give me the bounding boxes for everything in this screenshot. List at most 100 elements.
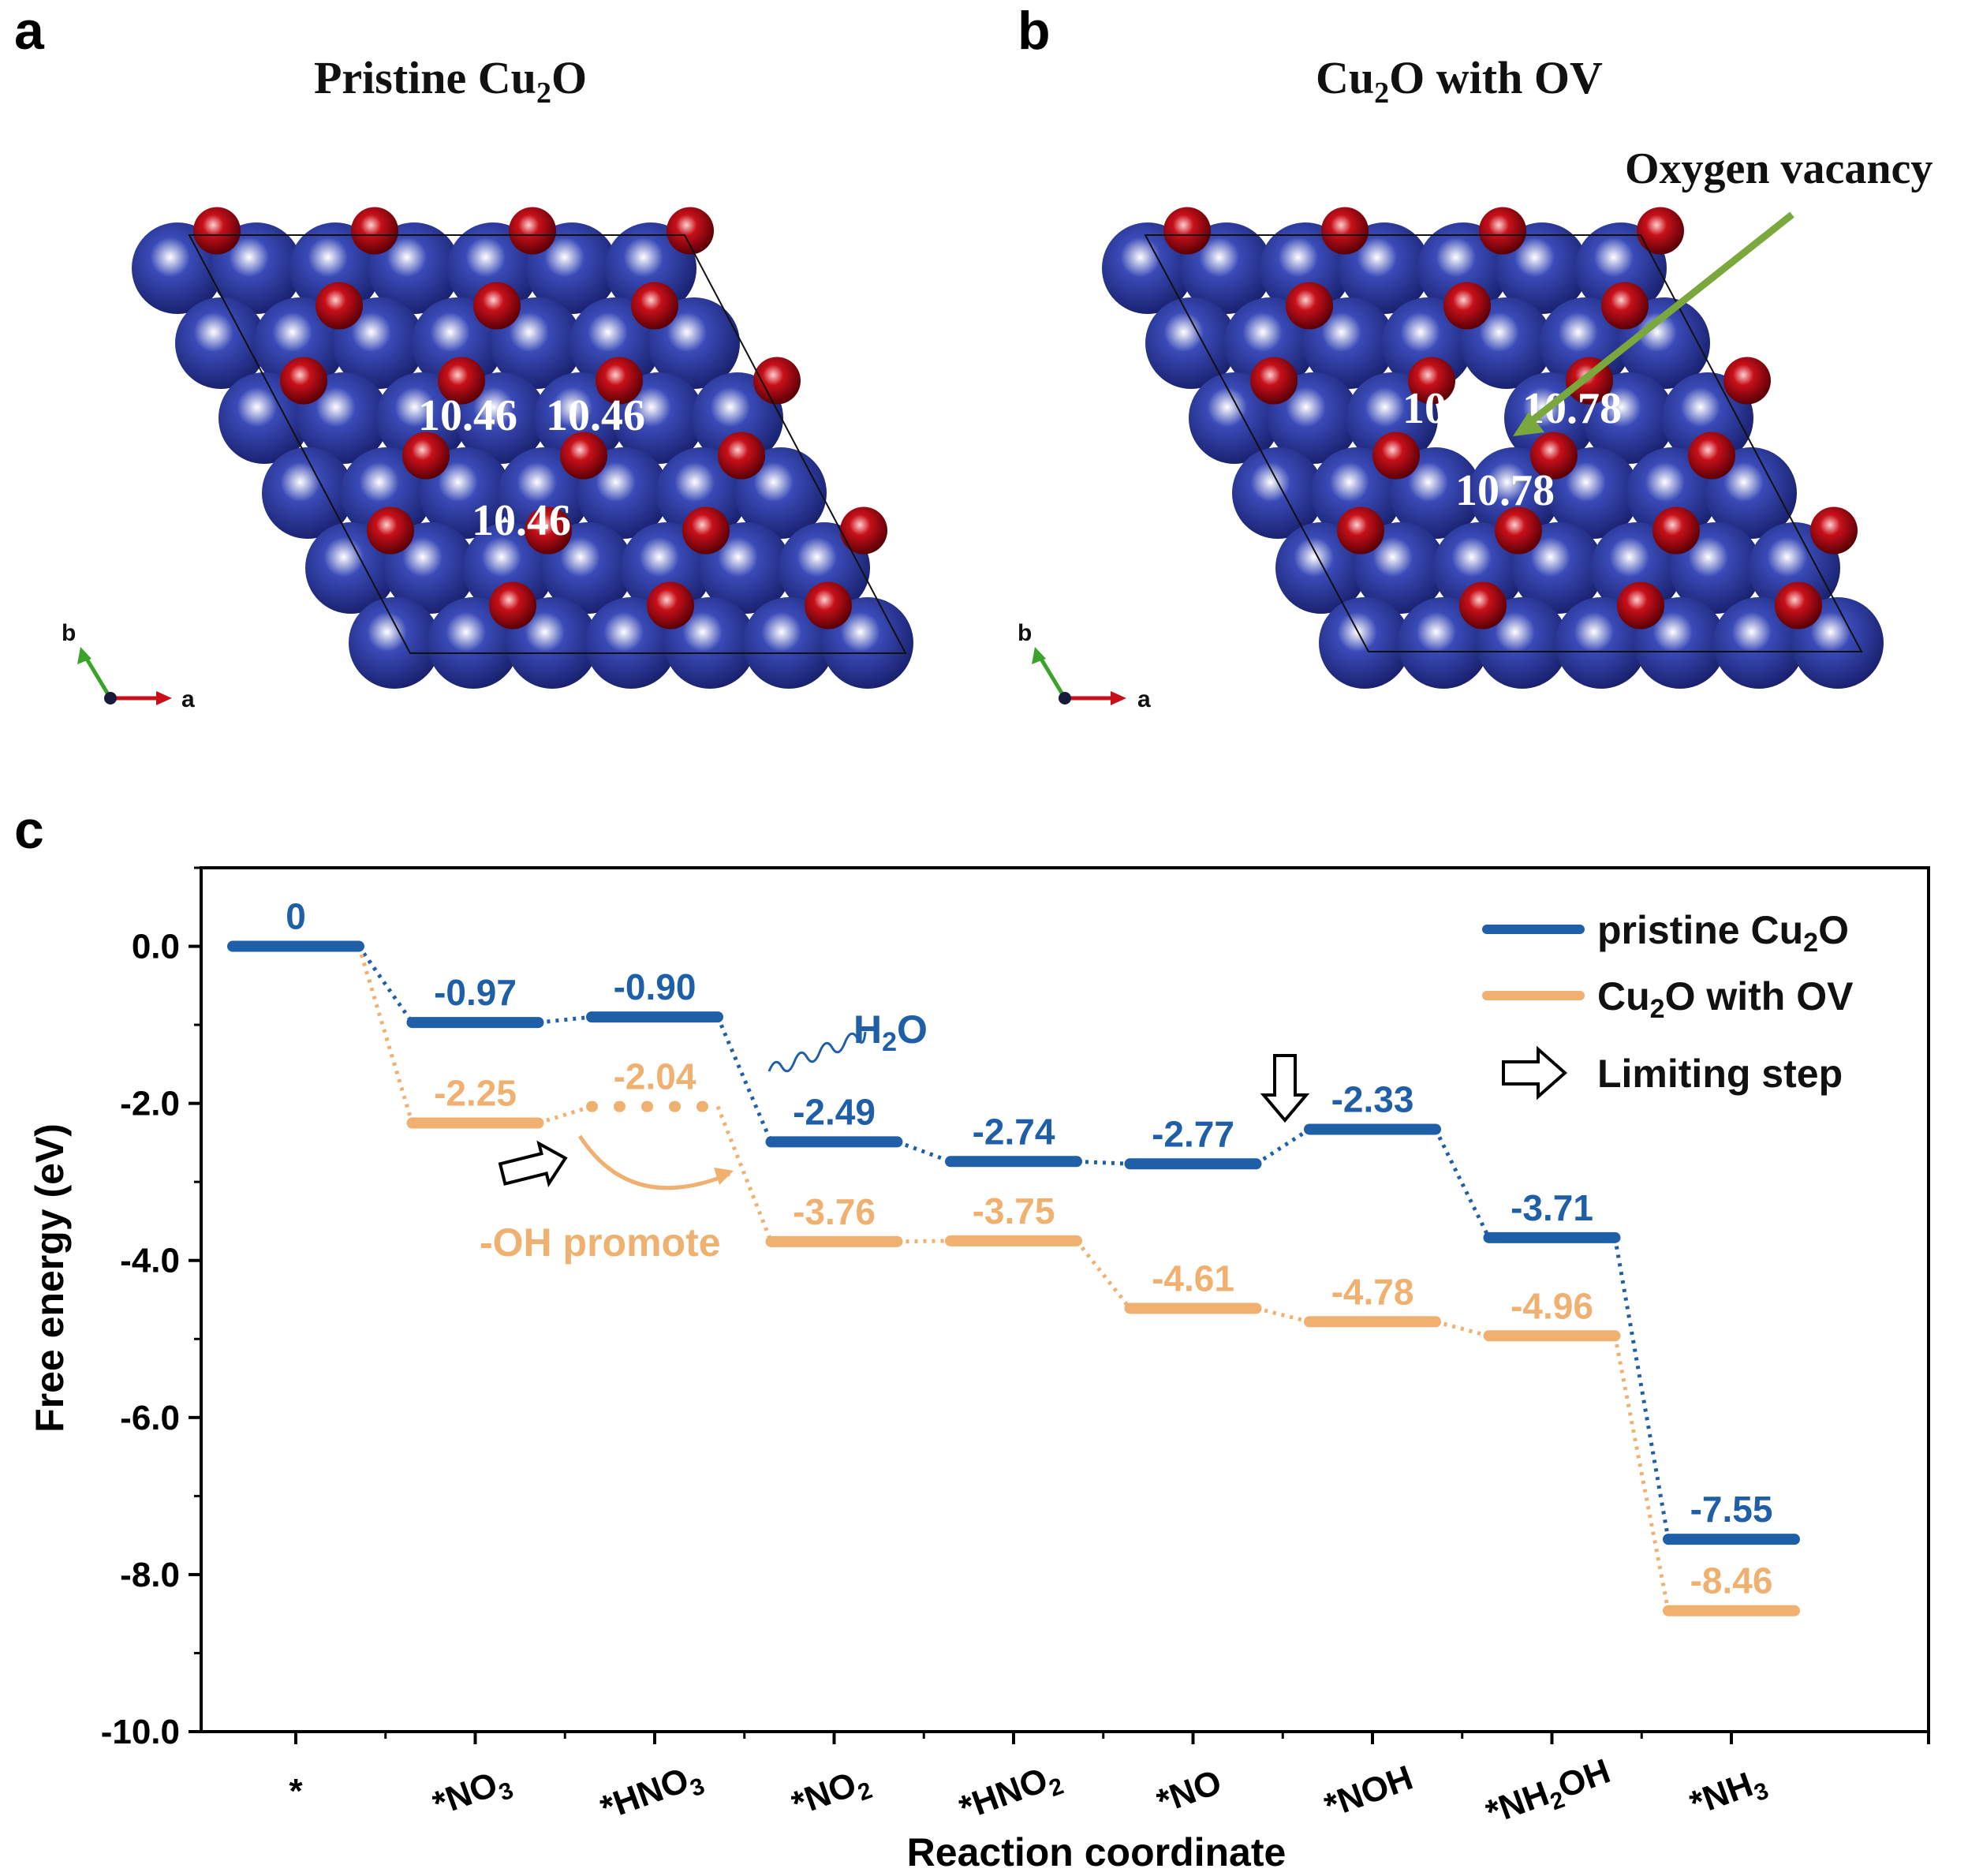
ov-connector [1255, 1306, 1310, 1324]
panel-b-title: Cu2O with OV [1316, 52, 1603, 110]
pristine-cu-atom [262, 447, 353, 539]
site-label-a-2: 10.46 [546, 391, 645, 440]
ov-value-label: -3.75 [973, 1190, 1055, 1231]
pristine-o-atom [805, 581, 852, 630]
legend-limiting-arrow [1502, 1045, 1568, 1101]
oh-promote-annotation: -OH promote [480, 1134, 734, 1265]
pristine-value-label: -0.97 [434, 972, 517, 1013]
ov-cu-atom [1232, 447, 1324, 539]
ov-o-atom [1321, 207, 1369, 255]
pristine-o-atom [667, 207, 714, 255]
pristine-o-atom [367, 506, 414, 555]
legend-limiting: Limiting step [1597, 1052, 1843, 1096]
ov-cu-atom [1145, 297, 1237, 389]
pristine-o-atom [840, 506, 887, 555]
ov-o-atom [1652, 506, 1700, 555]
unit-cell-a [188, 234, 907, 654]
ov-o-atom [1372, 432, 1420, 480]
y-axis-title: Free energy (eV) [28, 1123, 72, 1433]
ov-o-atom [1337, 506, 1384, 555]
ov-o-atom [1286, 282, 1333, 330]
ov-structure [1102, 207, 1884, 689]
water-label: H2O [853, 1007, 928, 1057]
x-axis: * *NO3 *HNO3 *NO2 *HNO2 *NO *NOH *NH2OH *NH3 [289, 1732, 1930, 1837]
pristine-connector [538, 1015, 592, 1025]
legend-ov: Cu2O with OV [1597, 974, 1854, 1024]
x-category-label: *HNO3 [596, 1756, 708, 1833]
site-label-a-3: 10.46 [472, 496, 571, 545]
ov-connector [357, 945, 414, 1124]
y-tick-label: -10.0 [101, 1713, 180, 1751]
pristine-o-atom [596, 357, 643, 405]
pristine-connector [1255, 1127, 1311, 1166]
oxygen-vacancy-callout: Oxygen vacancy [1625, 144, 1933, 193]
ov-connector [1075, 1239, 1132, 1310]
x-axis-title: Reaction coordinate [907, 1830, 1286, 1874]
pristine-connector [1433, 1128, 1491, 1239]
pristine-cu-atom [349, 597, 440, 689]
panel-letter-c: c [14, 800, 44, 860]
svg-text:a: a [1137, 686, 1151, 712]
pristine-o-atom [351, 207, 398, 255]
ov-o-atom [1408, 357, 1455, 405]
ov-value-label: -4.96 [1511, 1285, 1593, 1326]
pristine-o-atom [682, 506, 730, 555]
pristine-value-label: -2.33 [1331, 1078, 1414, 1119]
oh-promote-label: -OH promote [480, 1220, 721, 1265]
ov-o-atom [1688, 432, 1735, 480]
axis-indicator-a: b a [62, 620, 195, 712]
ov-value-label: -2.25 [434, 1073, 517, 1114]
limiting-step-arrow-pristine [1260, 1054, 1310, 1123]
legend-pristine: pristine Cu2O [1597, 908, 1849, 958]
ov-value-label: -4.78 [1331, 1271, 1414, 1312]
pristine-o-atom [631, 282, 678, 330]
ov-connector [1613, 1335, 1671, 1612]
x-category-label: *NOH [1320, 1758, 1418, 1826]
site-label-b-3: 10.78 [1455, 466, 1555, 515]
pristine-o-atom [280, 357, 327, 405]
ov-o-atom [1250, 357, 1298, 405]
y-axis: 0.0 -2.0 -4.0 -6.0 -8.0 -10.0 [101, 866, 201, 1751]
ov-o-atom [1637, 207, 1684, 255]
pristine-value-label: 0 [286, 896, 306, 937]
plot-frame [200, 866, 1930, 1733]
y-tick-label: -8.0 [120, 1556, 180, 1594]
y-tick-label: -6.0 [120, 1399, 180, 1437]
vacancy-arrow [1513, 211, 1794, 436]
pristine-value-label: -0.90 [614, 966, 696, 1007]
connector-lines [357, 945, 1671, 1612]
ov-o-atom [1530, 432, 1578, 480]
pristine-o-atom [489, 581, 536, 630]
ov-connector [537, 1104, 592, 1125]
panel-letter-b: b [1018, 1, 1051, 61]
ov-connector [897, 1239, 951, 1244]
value-labels: 0 -0.97 -0.90 -2.49 -2.74 -2.77 -2.33 -3.71 -7.5… [286, 896, 1772, 1601]
pristine-connector [896, 1140, 951, 1164]
ov-o-atom [1723, 357, 1771, 405]
ov-o-atom [1775, 581, 1822, 630]
pristine-o-atom [402, 432, 450, 480]
x-category-label: *NH2OH [1481, 1751, 1617, 1837]
ov-o-atom [1601, 282, 1649, 330]
site-label-b-1: 10.78 [1402, 384, 1502, 433]
ov-value-label: -3.76 [793, 1191, 876, 1232]
site-label-a-1: 10.46 [418, 391, 517, 440]
ov-o-atom [1617, 581, 1664, 630]
water-release-annotation: H2O [767, 1007, 928, 1073]
pristine-connector [1613, 1237, 1671, 1540]
pristine-connector [1076, 1159, 1130, 1166]
x-category-label: *NO2 [786, 1760, 876, 1829]
ov-o-atom [1443, 282, 1491, 330]
pristine-value-label: -2.49 [793, 1091, 876, 1132]
pristine-value-label: -7.55 [1690, 1489, 1773, 1530]
y-tick-label: 0.0 [132, 928, 180, 966]
pristine-cu-atom [175, 297, 267, 389]
ov-value-label: -2.04 [614, 1056, 696, 1097]
pristine-o-atom [193, 207, 241, 255]
legend: pristine Cu2O Cu2O with OV Limiting step [1482, 908, 1854, 1101]
pristine-o-atom [438, 357, 485, 405]
ov-o-atom [1495, 506, 1542, 555]
ov-connector [1435, 1319, 1490, 1338]
pristine-o-atom [647, 581, 694, 630]
